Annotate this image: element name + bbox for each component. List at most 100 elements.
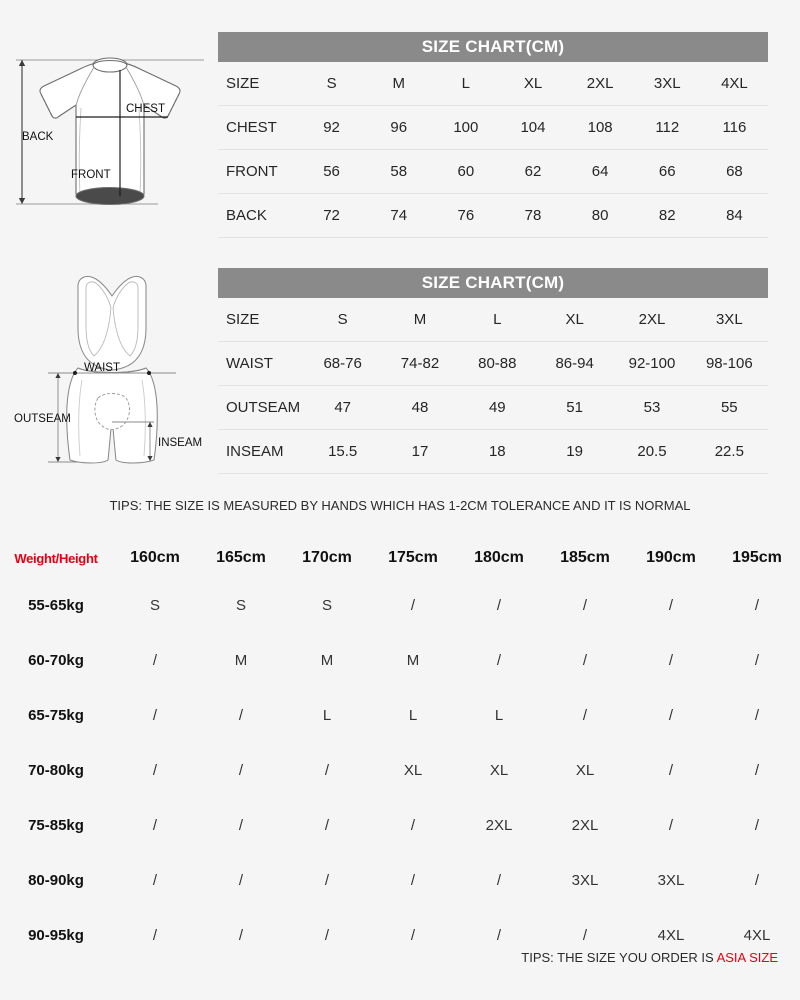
matrix-cell: 4XL: [657, 927, 685, 944]
matrix-cell: S: [321, 597, 332, 614]
table-cell: 68: [700, 149, 768, 194]
column-header: 4XL: [700, 62, 768, 106]
matrix-cell: /: [754, 762, 760, 779]
table-cell: 53: [613, 385, 691, 430]
matrix-cell: /: [582, 597, 588, 614]
column-header: L: [432, 62, 500, 106]
matrix-row: 65-75kg / / L L L / / /: [0, 688, 800, 743]
matrix-row: 90-95kg / / / / / / 4XL 4XL: [0, 908, 800, 963]
column-header: L: [458, 298, 536, 342]
matrix-cell: XL: [489, 762, 509, 779]
table-row: CHEST 92 96 100 104 108 112 116: [218, 105, 768, 150]
row-label: OUTSEAM: [218, 385, 304, 430]
table-row: FRONT 56 58 60 62 64 66 68: [218, 149, 768, 194]
matrix-cell: /: [668, 707, 674, 724]
column-header: S: [298, 62, 366, 106]
table-cell: 60: [432, 149, 500, 194]
row-label: FRONT: [218, 149, 298, 194]
matrix-cell: /: [754, 707, 760, 724]
matrix-cell: /: [668, 817, 674, 834]
column-header: 3XL: [690, 298, 768, 342]
matrix-cell: 2XL: [485, 817, 513, 834]
table-cell: 80-88: [458, 341, 536, 386]
table-cell: 80: [566, 193, 634, 238]
matrix-cell: /: [754, 652, 760, 669]
matrix-row: 60-70kg / M M M / / / /: [0, 633, 800, 688]
height-header: 190cm: [646, 549, 696, 566]
table-cell: 56: [298, 149, 366, 194]
bib-size-chart: SIZE CHART(CM) SIZE S M L XL 2XL 3XL WAI…: [218, 268, 768, 474]
matrix-header-row: Weight/Height 160cm 165cm 170cm 175cm 18…: [0, 538, 800, 578]
table-cell: 58: [365, 149, 433, 194]
column-header: 2XL: [566, 62, 634, 106]
jersey-size-chart: SIZE CHART(CM) SIZE S M L XL 2XL 3XL 4XL…: [218, 32, 768, 238]
matrix-cell: /: [582, 927, 588, 944]
matrix-row: 75-85kg / / / / 2XL 2XL / /: [0, 798, 800, 853]
table-cell: 112: [633, 105, 701, 150]
row-label: CHEST: [218, 105, 298, 150]
matrix-cell: /: [324, 762, 330, 779]
matrix-cell: M: [406, 652, 420, 669]
height-header: 180cm: [474, 549, 524, 566]
weight-label: 65-75kg: [28, 707, 84, 724]
table-row: BACK 72 74 76 78 80 82 84: [218, 193, 768, 238]
table-row: OUTSEAM 47 48 49 51 53 55: [218, 385, 768, 430]
column-header: XL: [499, 62, 567, 106]
row-label: WAIST: [218, 341, 304, 386]
matrix-cell: /: [238, 872, 244, 889]
bib-outseam-label: OUTSEAM: [14, 413, 71, 425]
table-cell: 92: [298, 105, 366, 150]
matrix-corner-label: Weight/Height: [14, 550, 98, 566]
asia-size-tip-prefix: TIPS: THE SIZE YOU ORDER IS: [521, 950, 717, 965]
bib-shorts-measurement-diagram: WAIST OUTSEAM INSEAM: [8, 256, 224, 498]
weight-height-table: Weight/Height 160cm 165cm 170cm 175cm 18…: [0, 538, 800, 963]
matrix-cell: /: [582, 707, 588, 724]
matrix-cell: /: [668, 597, 674, 614]
bib-size-table: SIZE S M L XL 2XL 3XL WAIST 68-76 74-82 …: [218, 298, 768, 474]
bib-waist-label: WAIST: [84, 362, 120, 374]
table-cell: 98-106: [690, 341, 768, 386]
matrix-cell: /: [238, 762, 244, 779]
matrix-cell: /: [582, 652, 588, 669]
asia-size-tip: TIPS: THE SIZE YOU ORDER IS ASIA SIZE: [521, 950, 778, 965]
weight-height-size-matrix: Weight/Height 160cm 165cm 170cm 175cm 18…: [0, 538, 800, 963]
matrix-cell: /: [754, 597, 760, 614]
column-header: SIZE: [218, 298, 304, 342]
table-cell: 19: [535, 429, 614, 474]
tolerance-tip: TIPS: THE SIZE IS MEASURED BY HANDS WHIC…: [109, 498, 691, 513]
jersey-front-label: FRONT: [71, 169, 111, 181]
table-cell: 84: [700, 193, 768, 238]
matrix-cell: /: [496, 872, 502, 889]
matrix-cell: /: [238, 817, 244, 834]
column-header: M: [381, 298, 459, 342]
height-header: 160cm: [130, 549, 180, 566]
column-header: 2XL: [613, 298, 691, 342]
table-cell: 20.5: [613, 429, 691, 474]
table-cell: 86-94: [535, 341, 614, 386]
matrix-cell: /: [324, 817, 330, 834]
jersey-chest-label: CHEST: [126, 103, 165, 115]
table-row: WAIST 68-76 74-82 80-88 86-94 92-100 98-…: [218, 341, 768, 386]
jersey-back-label: BACK: [22, 131, 54, 143]
matrix-cell: L: [408, 707, 418, 724]
table-cell: 17: [381, 429, 459, 474]
matrix-cell: /: [152, 707, 158, 724]
table-cell: 55: [690, 385, 768, 430]
table-cell: 47: [304, 385, 382, 430]
matrix-cell: S: [149, 597, 160, 614]
weight-label: 75-85kg: [28, 817, 84, 834]
matrix-cell: /: [238, 707, 244, 724]
matrix-row: 80-90kg / / / / / 3XL 3XL /: [0, 853, 800, 908]
bib-chart-title: SIZE CHART(CM): [218, 268, 768, 298]
matrix-cell: /: [238, 927, 244, 944]
column-header: 3XL: [633, 62, 701, 106]
matrix-cell: /: [410, 597, 416, 614]
matrix-cell: /: [324, 927, 330, 944]
matrix-cell: 2XL: [571, 817, 599, 834]
matrix-cell: /: [754, 817, 760, 834]
table-cell: 78: [499, 193, 567, 238]
asia-size-tip-highlight: ASIA SIZE: [716, 950, 778, 965]
jersey-size-table: SIZE S M L XL 2XL 3XL 4XL CHEST 92 96 10…: [218, 62, 768, 238]
matrix-cell: 4XL: [743, 927, 771, 944]
matrix-cell: /: [410, 817, 416, 834]
